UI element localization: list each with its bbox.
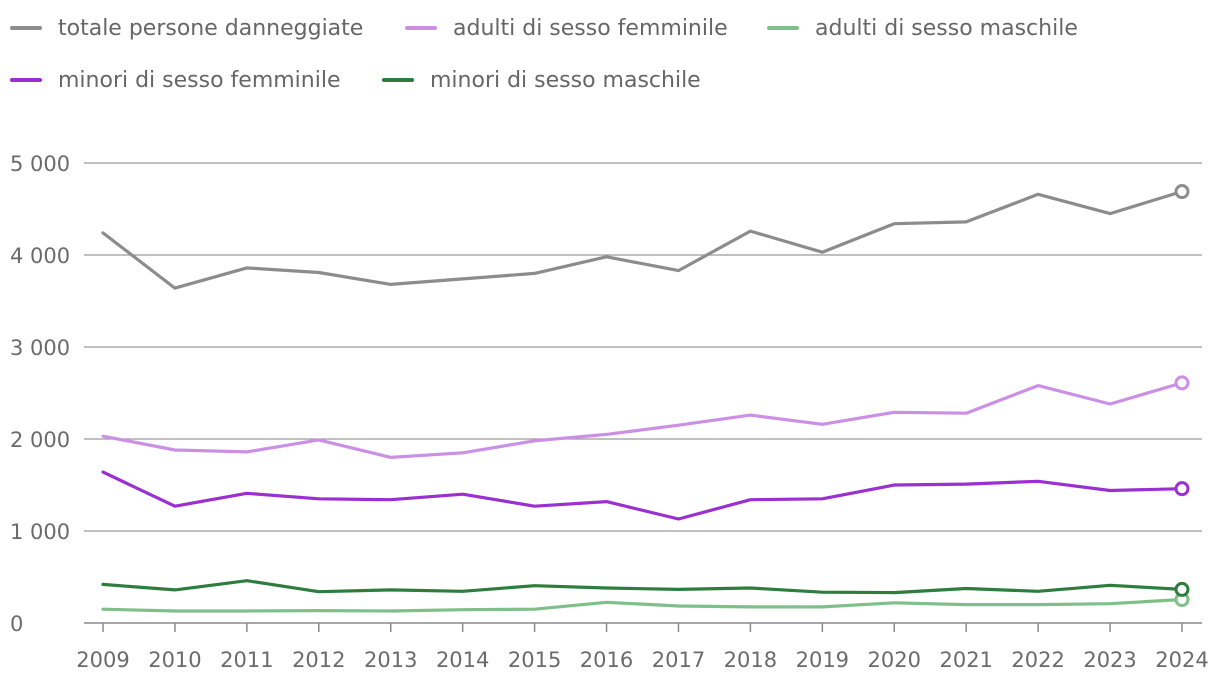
- series-line-4[interactable]: [101, 579, 1184, 595]
- legend-item-adulti-femminile[interactable]: adulti di sesso femminile: [405, 8, 728, 48]
- series-line-0[interactable]: [101, 189, 1184, 290]
- x-tick-label: 2024: [1155, 648, 1208, 672]
- x-tick-label: 2019: [796, 648, 849, 672]
- x-tick-label: 2012: [292, 648, 345, 672]
- x-tick-label: 2016: [580, 648, 633, 672]
- y-tick-label: 3 000: [10, 336, 70, 360]
- legend-item-minori-maschile[interactable]: minori di sesso maschile: [382, 60, 701, 100]
- x-tick-label: 2010: [148, 648, 201, 672]
- x-tick-label: 2021: [939, 648, 992, 672]
- y-tick-label: 1 000: [10, 520, 70, 544]
- legend-swatch-minori-maschile: [382, 78, 414, 82]
- y-tick-label: 4 000: [10, 244, 70, 268]
- legend-label-minori-maschile: minori di sesso maschile: [430, 67, 701, 93]
- x-tick-label: 2023: [1083, 648, 1136, 672]
- series-line-1[interactable]: [101, 381, 1184, 459]
- series-line-2[interactable]: [101, 597, 1184, 613]
- y-axis: 0 1 000 2 000 3 000 4 000 5 000: [10, 152, 70, 636]
- series-line-3[interactable]: [101, 470, 1184, 521]
- y-tick-label: 0: [10, 612, 23, 636]
- legend-label-adulti-femminile: adulti di sesso femminile: [453, 15, 728, 41]
- series-lines: [101, 184, 1190, 613]
- x-tick-label: 2015: [508, 648, 561, 672]
- legend-swatch-adulti-maschile: [767, 26, 799, 30]
- legend-item-totale[interactable]: totale persone danneggiate: [10, 8, 363, 48]
- series-end-marker-4[interactable]: [1174, 581, 1190, 597]
- x-tick-label: 2009: [76, 648, 129, 672]
- gridlines: [84, 162, 1202, 624]
- legend-swatch-minori-femminile: [10, 78, 42, 82]
- legend-swatch-totale: [10, 26, 42, 30]
- legend-label-minori-femminile: minori di sesso femminile: [58, 67, 341, 93]
- y-tick-label: 5 000: [10, 152, 70, 176]
- x-tick-label: 2020: [868, 648, 921, 672]
- x-tick-label: 2014: [436, 648, 489, 672]
- legend-item-adulti-maschile[interactable]: adulti di sesso maschile: [767, 8, 1078, 48]
- series-end-marker-1[interactable]: [1174, 375, 1190, 391]
- x-tick-label: 2018: [724, 648, 777, 672]
- x-tick-label: 2011: [220, 648, 273, 672]
- legend-label-adulti-maschile: adulti di sesso maschile: [815, 15, 1078, 41]
- legend-swatch-adulti-femminile: [405, 26, 437, 30]
- legend-item-minori-femminile[interactable]: minori di sesso femminile: [10, 60, 341, 100]
- chart-legend: totale persone danneggiate adulti di ses…: [10, 8, 1210, 108]
- y-tick-label: 2 000: [10, 428, 70, 452]
- x-tick-label: 2017: [652, 648, 705, 672]
- x-axis: 2009 2010 2011 2012 2013 2014 2015 2016 2017 2018…: [76, 623, 1209, 672]
- legend-label-totale: totale persone danneggiate: [58, 15, 364, 41]
- x-tick-label: 2013: [364, 648, 417, 672]
- x-tick-label: 2022: [1011, 648, 1064, 672]
- series-end-marker-3[interactable]: [1174, 481, 1190, 497]
- series-end-marker-0[interactable]: [1174, 184, 1190, 200]
